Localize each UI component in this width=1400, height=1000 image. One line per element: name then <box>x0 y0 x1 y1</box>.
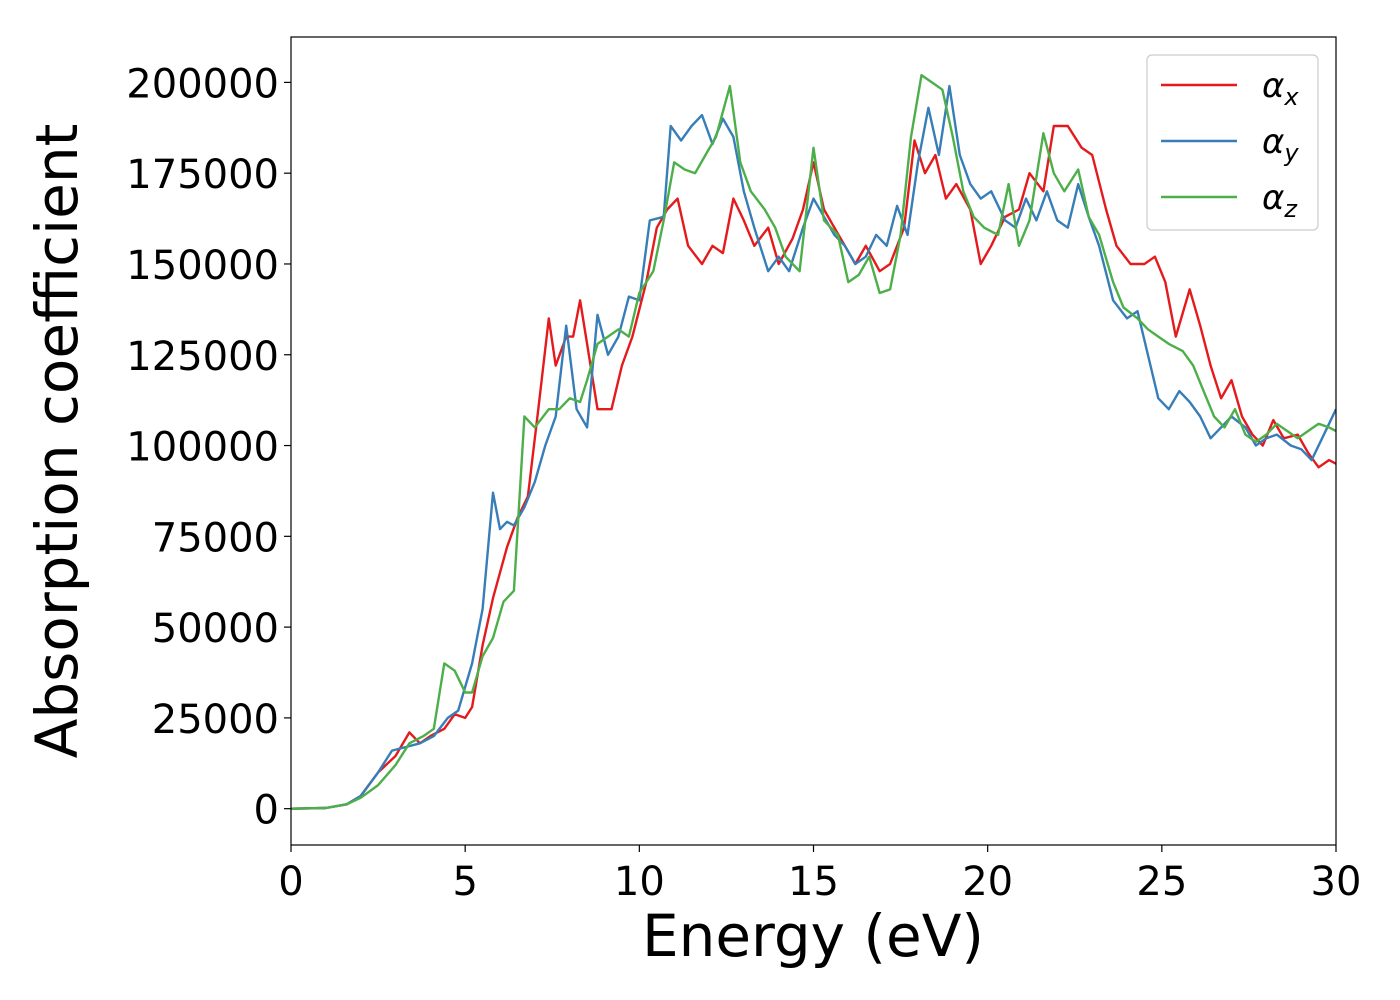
y-tick-label: 25000 <box>152 697 279 743</box>
series-layer <box>291 73 1336 810</box>
legend-box <box>1146 54 1319 231</box>
y-axis-label: Absorption coefficient <box>23 124 91 759</box>
x-tick-label: 5 <box>452 859 477 905</box>
y-tick-label: 50000 <box>152 606 279 652</box>
y-tick-label: 125000 <box>126 334 279 380</box>
legend: αx αy αz <box>1146 54 1319 231</box>
legend-label-y: αy <box>1262 122 1299 167</box>
series-line-z <box>291 73 1336 810</box>
y-tick-label: 200000 <box>126 61 279 107</box>
series-line-x <box>291 124 1336 810</box>
y-tick-label: 75000 <box>152 515 279 561</box>
series-line-y <box>291 84 1336 810</box>
x-axis-label: Energy (eV) <box>642 902 984 970</box>
x-tick-label: 10 <box>614 859 665 905</box>
x-tick-label: 20 <box>962 859 1013 905</box>
x-tick-label: 30 <box>1311 859 1362 905</box>
legend-label-z: αz <box>1262 178 1298 223</box>
x-tick-label: 0 <box>278 859 303 905</box>
y-tick-label: 175000 <box>126 152 279 198</box>
y-tick-label: 100000 <box>126 425 279 471</box>
x-tick-label: 15 <box>788 859 839 905</box>
legend-label-x: αx <box>1262 66 1299 111</box>
x-axis-ticks: 0 5 10 15 20 25 30 <box>278 845 1361 905</box>
x-tick-label: 25 <box>1136 859 1187 905</box>
y-tick-label: 150000 <box>126 243 279 289</box>
y-axis-ticks: 0 25000 50000 75000 100000 125000 150000 175000… <box>126 61 291 834</box>
y-tick-label: 0 <box>254 788 279 834</box>
